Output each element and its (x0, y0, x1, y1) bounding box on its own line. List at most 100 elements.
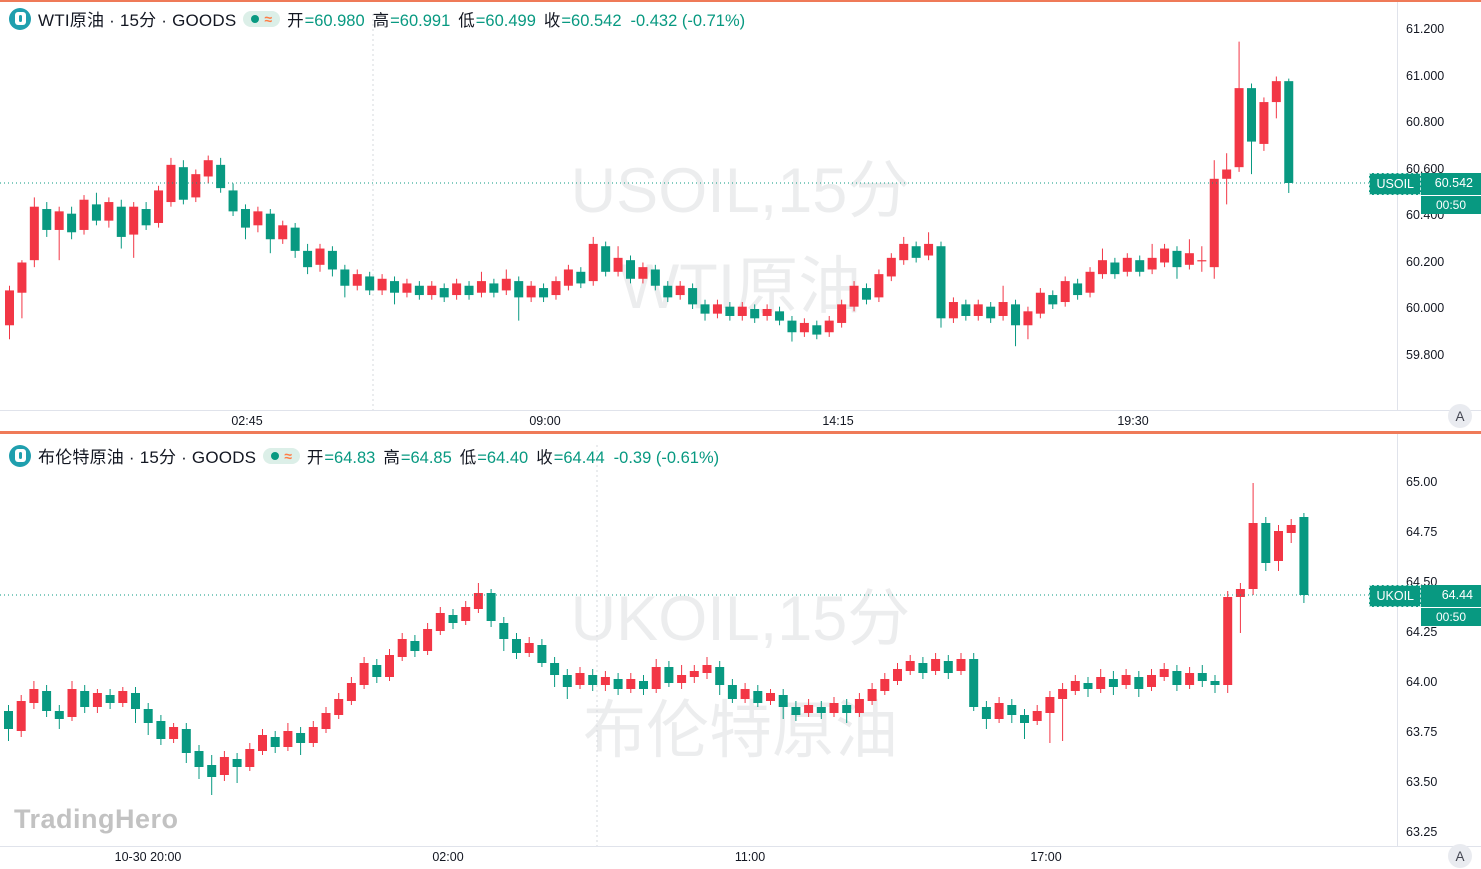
candle (435, 607, 445, 635)
pane-divider-top[interactable] (0, 0, 1481, 2)
candle (397, 633, 407, 661)
market-status-pill[interactable]: ≈ (243, 10, 281, 27)
candle (1035, 288, 1045, 319)
high-label: 高 (372, 11, 390, 30)
approx-price-icon: ≈ (264, 10, 273, 27)
candle (575, 667, 585, 689)
candle (464, 281, 474, 300)
candle (588, 669, 598, 691)
tradinghero-watermark: TradingHero (14, 804, 179, 834)
candle (118, 687, 128, 707)
candle (812, 320, 822, 340)
legend-usoil: WTI原油 · 15分 · GOODS ≈ 开=60.980 高=60.991 … (9, 6, 745, 31)
candle (181, 723, 191, 763)
price-tag-price: 60.542 (1421, 172, 1481, 195)
candle (1108, 671, 1118, 695)
candle (677, 665, 687, 689)
candle (105, 689, 115, 709)
candle (1058, 683, 1068, 741)
time-tick-label: 14:15 (822, 414, 854, 428)
candle (439, 283, 449, 303)
last-price-tag-ukoil[interactable]: UKOIL 64.44 00:50 (1369, 585, 1481, 626)
candle (601, 241, 611, 277)
market-open-dot-icon (251, 14, 260, 23)
candle (1020, 709, 1029, 739)
candle (219, 751, 229, 781)
open-label: 开 (287, 11, 304, 30)
candle (42, 685, 52, 717)
auto-scale-button-top[interactable]: A (1448, 404, 1472, 428)
candle (278, 220, 288, 244)
candle (143, 703, 153, 735)
candle (1299, 513, 1309, 603)
auto-scale-button-bottom[interactable]: A (1448, 844, 1472, 868)
candle (67, 681, 77, 721)
candle (664, 661, 674, 687)
usoil-candles-layer[interactable] (5, 41, 1294, 347)
candle (651, 659, 661, 693)
candle (1259, 97, 1269, 151)
close-label: 收 (543, 11, 561, 30)
price-tag-symbol: UKOIL (1369, 585, 1421, 607)
time-tick-label: 10-30 20:00 (114, 850, 182, 864)
candle (1223, 591, 1233, 693)
candle (514, 276, 524, 321)
candle (861, 283, 871, 305)
candle (346, 677, 356, 705)
price-tick-label: 63.75 (1406, 725, 1438, 739)
low-value: =64.40 (477, 448, 529, 467)
candle (849, 281, 859, 312)
candle (1159, 663, 1169, 681)
candle (359, 657, 369, 689)
candle (476, 271, 486, 298)
candle (1070, 675, 1080, 695)
symbol-title-usoil[interactable]: WTI原油 · 15分 · GOODS (38, 11, 237, 30)
candle (1197, 246, 1207, 272)
candle (675, 281, 685, 300)
candle (92, 689, 102, 713)
pane-divider-middle[interactable] (0, 431, 1481, 434)
ukoil-candles-layer[interactable] (4, 483, 1309, 795)
high-value: =60.991 (390, 11, 451, 30)
candle (303, 243, 313, 275)
candle (762, 304, 772, 321)
candle (129, 202, 139, 258)
market-status-pill[interactable]: ≈ (263, 447, 300, 464)
time-tick-label: 11:00 (734, 850, 766, 864)
bar-countdown: 00:50 (1421, 195, 1481, 214)
candle (727, 679, 737, 703)
candle (116, 199, 126, 249)
candle (265, 209, 275, 254)
time-axis-top-pane[interactable] (0, 410, 1481, 432)
candle (334, 693, 344, 719)
candle (1060, 276, 1070, 307)
low-label: 低 (458, 11, 475, 30)
time-axis-bottom-pane[interactable] (0, 846, 1481, 869)
tradinghero-logo-icon (9, 444, 31, 467)
price-tag-symbol: USOIL (1369, 172, 1421, 195)
candle (512, 633, 521, 659)
candle (854, 693, 864, 717)
candle (1122, 253, 1132, 277)
candle (1274, 525, 1283, 571)
candle (4, 705, 13, 741)
price-tick-label: 64.00 (1406, 675, 1438, 689)
candle (169, 723, 179, 743)
symbol-title-ukoil[interactable]: 布伦特原油 · 15分 · GOODS (38, 448, 257, 467)
candle (981, 701, 991, 729)
price-tick-label: 60.200 (1406, 254, 1445, 269)
price-axis[interactable] (1397, 2, 1481, 869)
candle (1222, 153, 1232, 205)
candle (461, 601, 471, 625)
candle (372, 659, 382, 683)
candle (911, 241, 921, 263)
candle (154, 185, 164, 228)
last-price-tag-usoil[interactable]: USOIL 60.542 00:50 (1369, 172, 1481, 214)
candle (626, 673, 636, 693)
candle (141, 202, 151, 230)
close-value: =64.44 (553, 448, 605, 467)
market-open-dot-icon (271, 451, 280, 460)
candle (1172, 246, 1182, 279)
candle (365, 271, 375, 296)
